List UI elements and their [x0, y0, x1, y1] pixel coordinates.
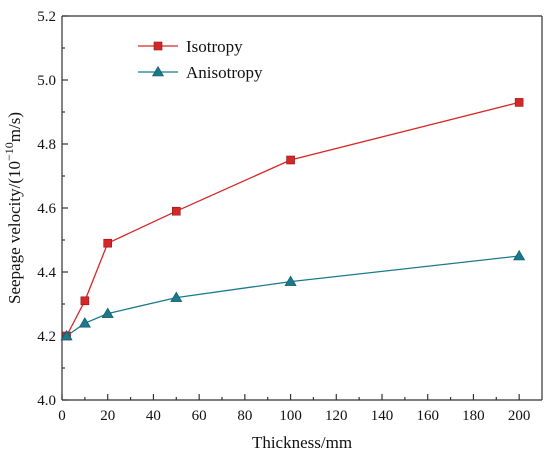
- x-tick-label: 80: [237, 408, 252, 424]
- legend-label: Isotropy: [186, 37, 243, 56]
- x-tick-label: 140: [371, 408, 394, 424]
- y-tick-label: 4.4: [37, 265, 56, 281]
- x-axis-title: Thickness/mm: [252, 433, 352, 452]
- legend-label: Anisotropy: [186, 63, 263, 82]
- data-point-anisotropy: [101, 307, 114, 318]
- y-tick-label: 5.0: [37, 73, 56, 89]
- legend: Isotropy Anisotropy: [138, 37, 263, 82]
- x-tick-label: 160: [416, 408, 439, 424]
- y-tick-label: 4.6: [37, 201, 56, 217]
- y-tick-label: 5.2: [37, 9, 56, 25]
- y-tick-label: 4.8: [37, 137, 56, 153]
- data-point-isotropy: [286, 155, 295, 165]
- data-point-isotropy: [80, 296, 90, 306]
- data-point-isotropy: [171, 206, 181, 216]
- x-tick-label: 40: [146, 408, 161, 424]
- y-axis-title-main: Seepage velocity/(10: [5, 161, 24, 304]
- legend-item-isotropy: Isotropy: [138, 37, 243, 56]
- axes: 0 20 40 60 80 100 120 140 160 180 200 4.0 4.2 4.4 4.6 4…: [37, 9, 543, 424]
- x-tick-label: 200: [508, 408, 531, 424]
- data-point-anisotropy: [284, 275, 297, 286]
- x-tick-label: 120: [325, 408, 348, 424]
- series-isotropy: [62, 98, 524, 341]
- x-tick-label: 100: [279, 408, 302, 424]
- data-point-isotropy: [514, 98, 524, 107]
- series-line-isotropy: [65, 101, 520, 337]
- data-point-anisotropy: [60, 329, 73, 341]
- y-axis-title: Seepage velocity/(10−10m/s): [2, 112, 24, 304]
- x-tick-label: 20: [100, 408, 115, 424]
- legend-marker: [153, 41, 163, 51]
- series-anisotropy: [60, 249, 526, 341]
- x-tick-label: 180: [462, 408, 485, 424]
- data-point-anisotropy: [78, 317, 91, 328]
- series-layer: [60, 98, 526, 341]
- x-tick-label: 60: [192, 408, 207, 424]
- legend-marker: [151, 65, 165, 77]
- data-point-anisotropy: [170, 291, 183, 302]
- legend-item-anisotropy: Anisotropy: [138, 63, 263, 82]
- series-line-anisotropy: [66, 255, 520, 337]
- y-tick-label: 4.0: [37, 393, 56, 409]
- data-point-anisotropy: [513, 249, 526, 261]
- data-point-isotropy: [103, 238, 113, 248]
- x-tick-label: 0: [58, 408, 66, 424]
- y-tick-label: 4.2: [37, 329, 56, 345]
- y-axis-title-exponent: −10: [2, 142, 16, 161]
- y-axis-title-unit: m/s): [5, 112, 24, 142]
